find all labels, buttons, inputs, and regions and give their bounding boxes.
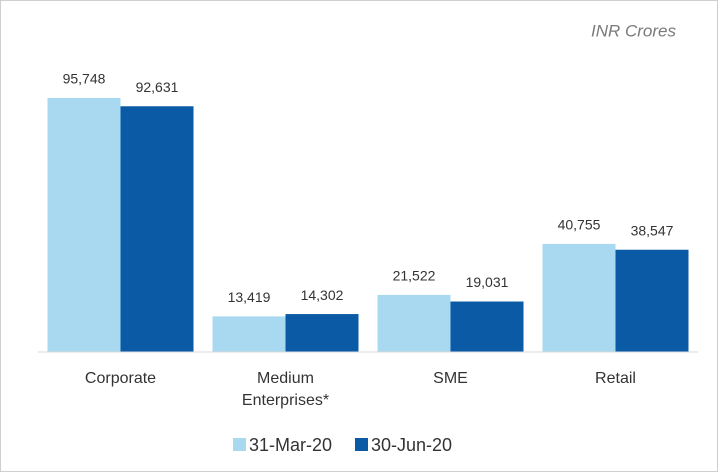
bar [212,316,286,352]
bar [615,249,689,352]
legend-swatch [233,438,246,451]
value-label: 19,031 [466,274,509,290]
bar [450,301,524,352]
value-label: 40,755 [558,217,601,233]
category-label: Medium Enterprises* [242,370,329,409]
bar [47,98,121,352]
value-label: 92,631 [136,79,179,95]
bar [542,243,616,352]
legend-swatch [355,438,368,451]
category-label: SME [433,370,468,387]
value-label: 14,302 [301,287,344,303]
value-label: 21,522 [393,268,436,284]
legend-label: 31-Mar-20 [249,435,332,455]
unit-annotation: INR Crores [591,21,677,40]
bar [120,106,194,352]
value-label: 38,547 [631,222,674,238]
legend-label: 30-Jun-20 [371,435,452,455]
bar [285,314,359,352]
value-label: 95,748 [63,71,106,87]
category-label: Corporate [85,370,156,387]
value-label: 13,419 [228,289,271,305]
category-label: Retail [595,370,636,387]
bar [377,294,451,352]
